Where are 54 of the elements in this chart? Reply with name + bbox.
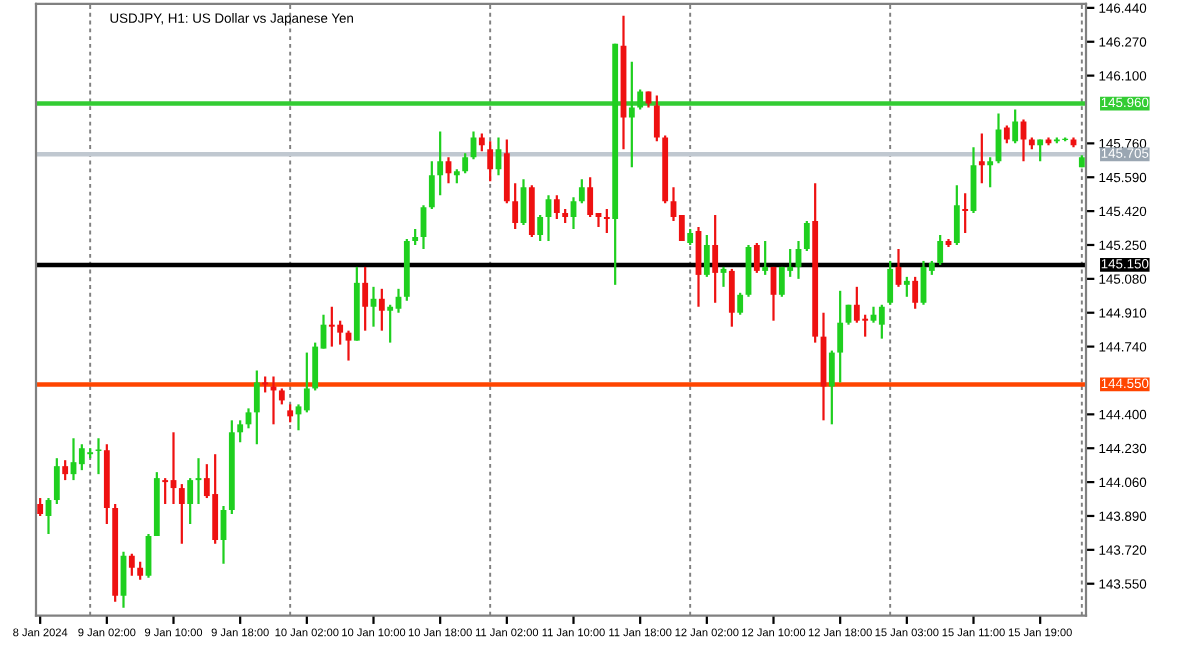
candlestick — [337, 319, 344, 346]
candlestick — [378, 287, 385, 332]
candlestick — [962, 192, 969, 235]
candlestick — [937, 233, 944, 267]
candlestick — [78, 443, 85, 472]
candlestick — [462, 152, 469, 175]
candlestick — [237, 419, 244, 444]
candlestick — [387, 303, 394, 344]
candlestick — [703, 233, 710, 278]
candlestick — [212, 453, 219, 545]
candlestick — [587, 176, 594, 219]
candlestick — [803, 219, 810, 253]
candlestick — [712, 213, 719, 304]
candlestick — [503, 138, 510, 205]
candlestick — [1037, 138, 1044, 163]
candlestick — [653, 94, 660, 143]
candlestick — [853, 285, 860, 324]
candlestick — [912, 275, 919, 310]
candlestick — [487, 140, 494, 183]
candlestick — [978, 132, 985, 185]
candlestick — [778, 265, 785, 298]
candlestick — [512, 182, 519, 231]
candlestick — [578, 178, 585, 205]
candlestick — [628, 60, 635, 169]
candlestick — [187, 477, 194, 526]
candlestick — [62, 459, 69, 482]
candlestick — [878, 303, 885, 340]
candlestick — [362, 265, 369, 332]
candlestick — [528, 184, 535, 239]
candlestick — [887, 259, 894, 306]
candlestick — [728, 267, 735, 328]
candlestick — [737, 291, 744, 316]
candlestick — [753, 241, 760, 274]
candlestick — [53, 457, 60, 506]
candlestick — [303, 351, 310, 414]
candlestick — [987, 156, 994, 189]
candlestick — [128, 552, 135, 577]
candlestick — [762, 239, 769, 276]
candlestick — [953, 184, 960, 247]
candlestick — [862, 313, 869, 338]
candlestick — [603, 208, 610, 235]
candlestick — [637, 88, 644, 111]
candlestick — [828, 349, 835, 426]
candlestick — [1012, 108, 1019, 145]
candlestick — [903, 275, 910, 298]
candlestick — [537, 213, 544, 243]
candlestick — [328, 305, 335, 348]
candlestick — [162, 477, 169, 506]
candlestick — [178, 482, 185, 545]
candlestick — [428, 160, 435, 211]
candlestick — [437, 130, 444, 197]
candlestick — [253, 369, 260, 446]
candlestick — [553, 194, 560, 221]
candlestick — [837, 289, 844, 384]
